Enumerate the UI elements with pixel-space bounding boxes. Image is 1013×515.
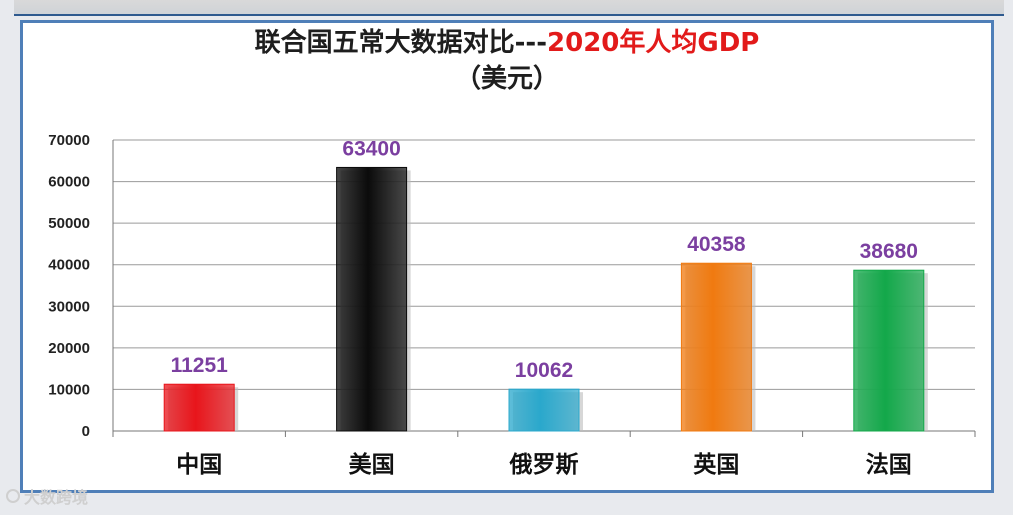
x-tick-label: 英国	[693, 451, 739, 478]
bar	[163, 383, 235, 432]
y-tick-label: 10000	[48, 381, 90, 398]
y-tick-label: 30000	[48, 298, 90, 315]
y-tick-label: 0	[82, 423, 90, 440]
x-tick-label: 美国	[349, 451, 395, 478]
y-tick-label: 50000	[48, 215, 90, 232]
data-label: 40358	[687, 233, 746, 256]
data-label: 63400	[342, 137, 400, 160]
chart-title-part1: 联合国五常大数据对比---	[254, 28, 548, 58]
y-tick-label: 60000	[48, 174, 90, 191]
bar	[853, 269, 925, 432]
bar	[508, 388, 580, 432]
watermark-logo-icon	[6, 489, 20, 503]
x-tick-label: 中国	[176, 452, 222, 478]
bar	[680, 262, 752, 432]
bar	[336, 166, 408, 432]
y-tick-label: 40000	[48, 257, 90, 274]
x-tick-label: 法国	[866, 452, 912, 478]
chart-panel	[20, 20, 994, 493]
top-strip	[14, 0, 1004, 16]
x-tick-label: 俄罗斯	[509, 451, 579, 478]
chart-subtitle: （美元）	[454, 64, 559, 94]
y-tick-label: 20000	[48, 340, 90, 357]
watermark-text: 大数跨境	[24, 488, 89, 507]
chart-title-part2: 2020年人均GDP	[547, 28, 760, 58]
data-label: 38680	[860, 240, 918, 263]
watermark: 大数跨境	[6, 484, 88, 508]
y-tick-label: 70000	[48, 132, 90, 149]
chart-title: 联合国五常大数据对比---2020年人均GDP	[20, 22, 994, 59]
data-label: 11251	[171, 354, 229, 377]
data-label: 10062	[515, 359, 573, 382]
